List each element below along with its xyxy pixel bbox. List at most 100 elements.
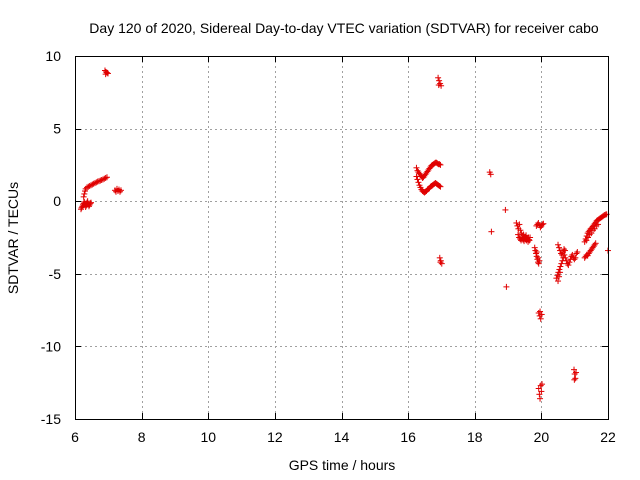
data-point <box>436 161 443 168</box>
data-point <box>503 283 510 290</box>
data-point <box>438 260 445 267</box>
y-tick-label: 10 <box>45 48 61 64</box>
data-point <box>513 219 520 226</box>
data-point <box>559 251 566 258</box>
data-point <box>85 183 92 190</box>
data-point <box>527 234 534 241</box>
x-tick-label: 14 <box>334 429 350 445</box>
data-point <box>540 220 547 227</box>
data-point <box>436 254 443 261</box>
data-point <box>566 259 573 266</box>
data-point <box>535 310 542 317</box>
data-point <box>82 204 89 211</box>
x-tick-label: 8 <box>138 429 146 445</box>
data-point <box>558 260 565 267</box>
x-tick-label: 6 <box>71 429 79 445</box>
data-point <box>117 187 124 194</box>
data-point <box>531 244 538 251</box>
data-point <box>81 190 88 197</box>
data-point <box>90 180 97 187</box>
data-point <box>533 250 540 257</box>
data-point <box>101 175 108 182</box>
data-point <box>537 315 544 322</box>
data-point <box>437 259 444 266</box>
data-point <box>436 182 443 189</box>
data-point <box>98 177 105 184</box>
plot-frame <box>75 56 609 420</box>
x-tick-labels: 6 8 10 12 14 16 18 20 22 <box>71 429 616 445</box>
data-point <box>89 181 96 188</box>
data-point <box>537 382 544 389</box>
data-point <box>555 278 562 285</box>
data-point <box>488 228 495 235</box>
data-point <box>414 176 421 183</box>
data-point <box>572 375 579 382</box>
data-point <box>537 395 544 402</box>
data-point <box>502 206 509 213</box>
data-point <box>87 200 94 207</box>
data-point <box>80 193 87 200</box>
data-point <box>102 71 109 78</box>
data-point <box>556 266 563 273</box>
data-point <box>87 182 94 189</box>
data-point <box>556 273 563 280</box>
data-point <box>591 241 598 248</box>
data-point <box>535 254 542 261</box>
data-point <box>557 263 564 270</box>
data-point <box>116 188 123 195</box>
data-points <box>77 67 611 402</box>
grid-lines <box>75 56 608 419</box>
data-point <box>557 269 564 276</box>
data-point <box>77 206 84 213</box>
data-point <box>592 240 599 247</box>
data-point <box>533 249 540 256</box>
data-point <box>571 376 578 383</box>
data-point <box>91 180 98 187</box>
data-point <box>103 174 110 181</box>
data-point <box>571 256 578 263</box>
data-point <box>102 174 109 181</box>
data-point <box>435 74 442 81</box>
x-tick-label: 18 <box>467 429 483 445</box>
data-point <box>561 246 568 253</box>
data-point <box>515 231 522 238</box>
data-point <box>536 257 543 264</box>
data-point <box>86 182 93 189</box>
data-point <box>556 244 563 251</box>
data-point <box>539 381 546 388</box>
data-point <box>572 254 579 261</box>
data-point <box>103 69 110 76</box>
chart-title: Day 120 of 2020, Sidereal Day-to-day VTE… <box>89 20 599 36</box>
data-point <box>413 164 420 171</box>
data-point <box>562 254 569 261</box>
data-point <box>573 250 580 257</box>
data-point <box>99 176 106 183</box>
data-point <box>571 370 578 377</box>
y-tick-label: 0 <box>53 193 61 209</box>
data-point <box>516 221 523 228</box>
data-point <box>574 249 581 256</box>
x-tick-label: 10 <box>200 429 216 445</box>
data-point <box>97 177 104 184</box>
y-tick-labels: 10 5 0 -5 -10 -15 <box>41 48 61 427</box>
data-point <box>415 179 422 186</box>
y-tick-label: -10 <box>41 338 61 354</box>
data-point <box>413 173 420 180</box>
data-point <box>523 232 530 239</box>
x-tick-label: 20 <box>534 429 550 445</box>
data-point <box>437 161 444 168</box>
data-point <box>563 257 570 264</box>
x-tick-label: 12 <box>267 429 283 445</box>
data-point <box>562 247 569 254</box>
data-point <box>539 221 546 228</box>
data-point <box>555 241 562 248</box>
data-point <box>538 388 545 395</box>
data-point <box>93 179 100 186</box>
data-point <box>532 247 539 254</box>
data-point <box>595 221 602 228</box>
data-point <box>517 227 524 234</box>
data-point <box>573 369 580 376</box>
data-point <box>565 262 572 269</box>
y-tick-label: -15 <box>41 411 61 427</box>
data-point <box>437 183 444 190</box>
